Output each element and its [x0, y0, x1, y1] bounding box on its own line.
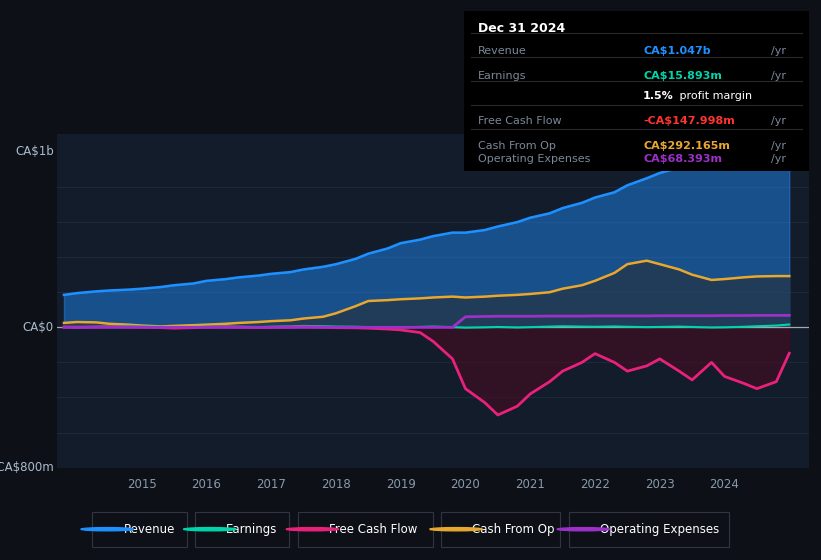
Text: Free Cash Flow: Free Cash Flow — [328, 522, 417, 536]
FancyBboxPatch shape — [442, 512, 561, 547]
Text: CA$0: CA$0 — [23, 321, 53, 334]
Text: /yr: /yr — [771, 141, 786, 151]
Text: -CA$800m: -CA$800m — [0, 461, 53, 474]
FancyBboxPatch shape — [92, 512, 186, 547]
Text: Earnings: Earnings — [478, 71, 526, 81]
Text: /yr: /yr — [771, 116, 786, 126]
Text: Operating Expenses: Operating Expenses — [478, 155, 590, 165]
Text: -CA$147.998m: -CA$147.998m — [643, 116, 735, 126]
Circle shape — [430, 528, 483, 531]
Text: Revenue: Revenue — [478, 46, 526, 57]
Text: Cash From Op: Cash From Op — [478, 141, 556, 151]
Text: Cash From Op: Cash From Op — [473, 522, 555, 536]
Text: CA$15.893m: CA$15.893m — [643, 71, 722, 81]
Text: CA$292.165m: CA$292.165m — [643, 141, 730, 151]
Text: CA$1b: CA$1b — [15, 146, 53, 158]
Text: /yr: /yr — [771, 155, 786, 165]
Text: Dec 31 2024: Dec 31 2024 — [478, 22, 565, 35]
Circle shape — [184, 528, 236, 531]
Text: Earnings: Earnings — [226, 522, 277, 536]
Text: CA$1.047b: CA$1.047b — [643, 46, 711, 57]
Text: Operating Expenses: Operating Expenses — [600, 522, 719, 536]
Text: /yr: /yr — [771, 71, 786, 81]
FancyBboxPatch shape — [569, 512, 729, 547]
Text: CA$68.393m: CA$68.393m — [643, 155, 722, 165]
Text: profit margin: profit margin — [676, 91, 752, 101]
Circle shape — [80, 528, 133, 531]
Circle shape — [287, 528, 338, 531]
Circle shape — [557, 528, 610, 531]
FancyBboxPatch shape — [297, 512, 433, 547]
Text: Revenue: Revenue — [124, 522, 175, 536]
Text: Free Cash Flow: Free Cash Flow — [478, 116, 562, 126]
Text: /yr: /yr — [771, 46, 786, 57]
FancyBboxPatch shape — [195, 512, 290, 547]
Text: 1.5%: 1.5% — [643, 91, 674, 101]
